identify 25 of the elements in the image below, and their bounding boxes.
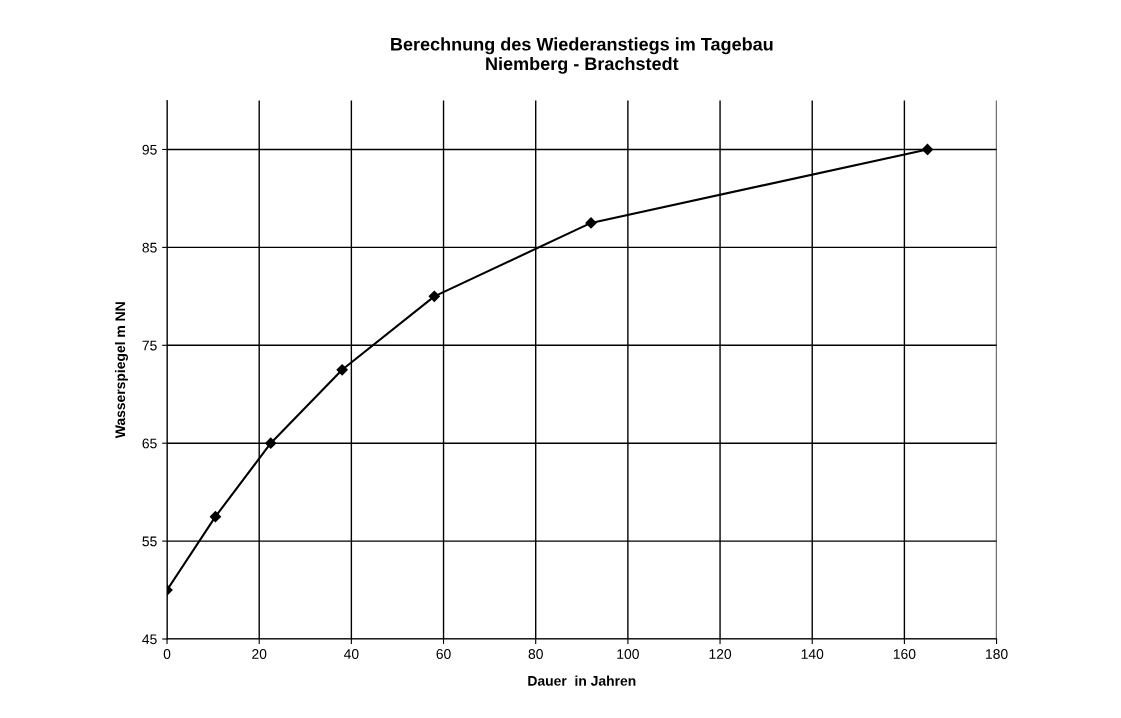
y-tick-label: 75 xyxy=(142,340,157,351)
y-tick-label: 85 xyxy=(142,242,157,253)
point xyxy=(921,143,934,156)
chart-title: Berechnung des Wiederanstiegs im Tagebau Niemberg - Brachstedt xyxy=(391,37,773,74)
x-tick-label: 120 xyxy=(709,649,732,659)
point xyxy=(428,290,440,302)
point xyxy=(209,511,222,523)
x-tick-label: 80 xyxy=(528,649,543,659)
y-axis-title: Wasserspiegel m NN xyxy=(114,302,128,439)
x-tick-label: 40 xyxy=(343,649,359,659)
x-tick-label: 160 xyxy=(893,649,916,659)
y-tick-label: 45 xyxy=(142,634,157,645)
point xyxy=(585,217,597,229)
x-tick-label: 180 xyxy=(986,649,1008,659)
y-tick-label: 55 xyxy=(142,536,157,547)
x-axis-title: Dauer in Jahren xyxy=(528,675,636,686)
x-tick-label: 20 xyxy=(252,649,267,659)
point xyxy=(336,364,348,376)
x-tick-label: 140 xyxy=(801,649,824,659)
x-tick-label: 100 xyxy=(617,649,639,659)
y-tick-label: 65 xyxy=(142,438,157,449)
x-tick-label: 0 xyxy=(163,649,171,659)
point xyxy=(265,437,277,449)
y-tick-label: 95 xyxy=(142,144,157,155)
x-tick-label: 60 xyxy=(436,649,451,659)
